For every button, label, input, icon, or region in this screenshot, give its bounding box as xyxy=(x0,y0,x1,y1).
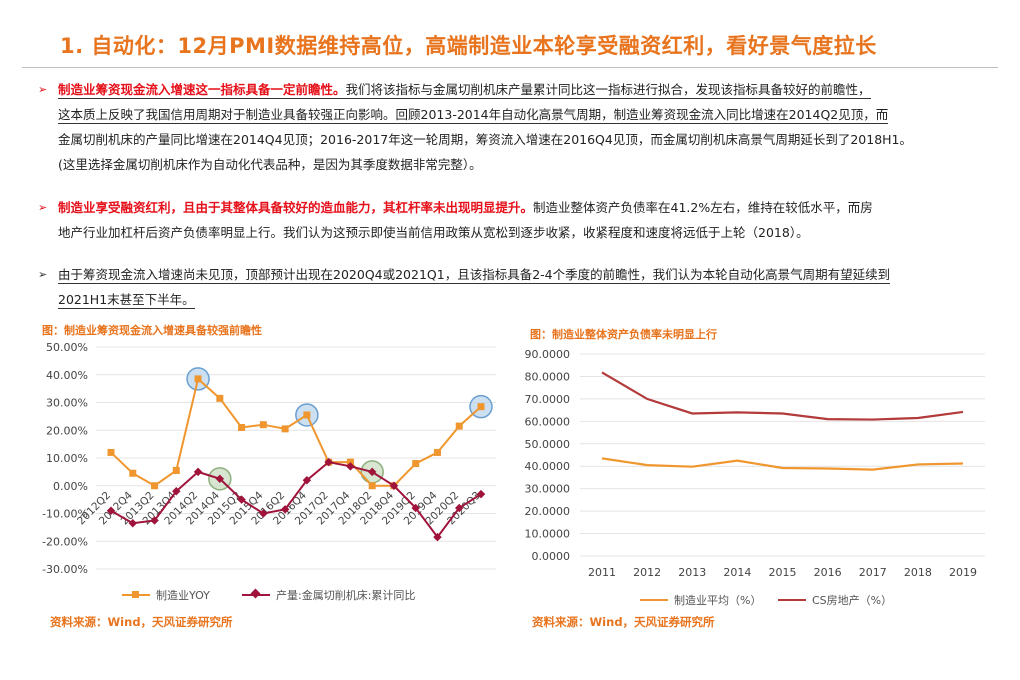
chart2-xtick-label: 2018 xyxy=(904,566,932,579)
chart1-point-machine xyxy=(193,467,203,477)
chart1-series-yoy-line xyxy=(110,377,482,487)
chart2-xtick-label: 2011 xyxy=(588,566,616,579)
chart1-ytick-label: 30.00% xyxy=(46,397,88,410)
legend-label-machine: 产量:金属切削机床:累计同比 xyxy=(276,589,416,602)
chart1-point-machine xyxy=(346,462,355,471)
chart2-ytick-label: 90.0000 xyxy=(525,348,571,361)
bullet-arrow-icon: ➢ xyxy=(38,83,48,96)
chart1-point-yoy xyxy=(238,423,246,431)
chart1-point-machine xyxy=(367,467,377,477)
chart1-series-machine-line xyxy=(110,461,482,539)
chart1-title: 图：制造业筹资现金流入增速具备较强前瞻性 xyxy=(42,324,262,337)
chart2-xtick-label: 2017 xyxy=(859,566,887,579)
chart1-point-yoy xyxy=(151,482,159,490)
para2-line1: 制造业整体资产负债率在41.2%左右，维持在较低水平，而房 xyxy=(533,200,873,215)
chart2-ytick-label: 30.0000 xyxy=(525,483,571,496)
chart2-series-re-line xyxy=(601,371,964,421)
chart1-point-machine xyxy=(476,489,486,499)
chart1-point-yoy xyxy=(455,422,463,430)
chart2-ytick-label: 60.0000 xyxy=(525,415,571,428)
chart2-ytick-label: 0.0000 xyxy=(532,550,571,563)
paragraph-3: ➢ 由于筹资现金流入增速尚未见顶，顶部预计出现在2020Q4或2021Q1，且该… xyxy=(38,262,978,312)
chart1-point-machine xyxy=(237,495,246,504)
chart2-series-mfg-line xyxy=(601,457,964,471)
para1-line2: 这本质上反映了我国信用周期对于制造业具备较强正向影响。回顾2013-2014年自… xyxy=(58,107,889,124)
chart1-point-machine xyxy=(172,487,181,496)
chart1-point-yoy xyxy=(303,411,311,419)
chart1-point-yoy xyxy=(433,448,441,456)
para3-line2: 2021H1末甚至下半年。 xyxy=(58,292,195,309)
chart1-point-machine xyxy=(454,503,464,513)
chart1-ytick-label: -30.00% xyxy=(42,563,88,576)
para3-line1: 由于筹资现金流入增速尚未见顶，顶部预计出现在2020Q4或2021Q1，且该指标… xyxy=(58,267,891,284)
para2-line2: 地产行业加杠杆后资产负债率明显上行。我们认为这预示即使当前信用政策从宽松到逐步收… xyxy=(58,225,809,240)
chart2-ytick-label: 50.0000 xyxy=(525,438,571,451)
chart1-point-machine xyxy=(106,506,116,515)
chart2-xtick-label: 2015 xyxy=(769,566,797,579)
chart1-point-yoy xyxy=(194,375,202,383)
chart1-point-machine xyxy=(324,457,333,467)
chart2-ytick-label: 80.0000 xyxy=(525,370,571,383)
chart2-source: 资料来源：Wind，天风证券研究所 xyxy=(532,615,715,629)
chart1-ytick-label: 10.00% xyxy=(46,452,88,465)
chart1-point-yoy xyxy=(172,466,180,474)
chart1-point-yoy xyxy=(368,482,376,490)
legend-label-yoy: 制造业YOY xyxy=(156,589,210,602)
legend-label-mfg: 制造业平均（%） xyxy=(674,594,762,607)
para1-line4: (这里选择金属切削机床作为自动化代表品种，是因为其季度数据非常完整）。 xyxy=(58,157,482,172)
paragraph-1: ➢ 制造业筹资现金流入增速这一指标具备一定前瞻性。我们将该指标与金属切削机床产量… xyxy=(38,77,978,177)
chart1-point-machine xyxy=(215,474,225,484)
para1-line1: 我们将该指标与金属切削机床产量累计同比这一指标进行拟合，发现该指标具备较好的前瞻… xyxy=(345,82,871,97)
chart2-legend-re: CS房地产（%） xyxy=(778,592,892,608)
chart1-ytick-label: 0.00% xyxy=(53,480,88,493)
para1-line3: 金属切削机床的产量同比增速在2014Q4见顶；2016-2017年这一轮周期，筹… xyxy=(58,132,913,147)
chart2-xtick-label: 2012 xyxy=(633,566,661,579)
chart2-ytick-label: 20.0000 xyxy=(525,505,571,518)
chart2-ytick-label: 70.0000 xyxy=(525,393,571,406)
chart1-point-yoy xyxy=(281,425,289,433)
chart1-point-machine xyxy=(302,475,312,485)
chart1-ytick-label: 40.00% xyxy=(46,369,88,382)
chart1-ytick-label: 50.00% xyxy=(46,341,88,354)
chart2-ytick-label: 40.0000 xyxy=(525,460,571,473)
chart1-ytick-label: -10.00% xyxy=(42,508,88,521)
legend-label-re: CS房地产（%） xyxy=(812,594,893,607)
chart1-legend-machine: 产量:金属切削机床:累计同比 xyxy=(242,587,415,603)
chart1-point-yoy xyxy=(412,460,420,468)
chart2-title: 图：制造业整体资产负债率未明显上行 xyxy=(530,328,717,341)
bullet-arrow-icon: ➢ xyxy=(38,268,48,281)
chart1-point-machine xyxy=(433,532,442,542)
chart1-point-yoy xyxy=(259,421,267,429)
chart2-ytick-label: 10.0000 xyxy=(525,528,571,541)
chart1-ytick-label: 20.00% xyxy=(46,424,88,437)
chart1-point-yoy xyxy=(129,469,137,477)
chart1-legend-yoy: 制造业YOY xyxy=(122,587,210,603)
title-divider xyxy=(22,67,998,68)
chart1-point-machine xyxy=(280,505,290,514)
chart2-xtick-label: 2016 xyxy=(814,566,842,579)
chart1-point-yoy xyxy=(107,448,115,456)
para1-bold: 制造业筹资现金流入增速这一指标具备一定前瞻性。 xyxy=(58,82,346,97)
chart1-point-machine xyxy=(259,509,268,518)
chart2-legend-mfg: 制造业平均（%） xyxy=(640,592,761,608)
chart1-point-yoy xyxy=(477,403,485,411)
chart1-point-machine xyxy=(389,481,399,490)
chart1-source: 资料来源：Wind，天风证券研究所 xyxy=(50,615,233,629)
page-title: 1. 自动化：12月PMI数据维持高位，高端制造业本轮享受融资红利，看好景气度拉… xyxy=(60,34,877,58)
chart2-xtick-label: 2014 xyxy=(723,566,751,579)
chart2-xtick-label: 2019 xyxy=(949,566,977,579)
paragraph-2: ➢ 制造业享受融资红利，且由于其整体具备较好的造血能力，其杠杆率未出现明显提升。… xyxy=(38,195,978,245)
chart2-xtick-label: 2013 xyxy=(678,566,706,579)
para2-bold: 制造业享受融资红利，且由于其整体具备较好的造血能力，其杠杆率未出现明显提升。 xyxy=(58,200,534,215)
chart1-point-machine xyxy=(411,503,420,513)
chart1-point-yoy xyxy=(216,394,224,402)
bullet-arrow-icon: ➢ xyxy=(38,201,48,214)
chart1-ytick-label: -20.00% xyxy=(42,535,88,548)
